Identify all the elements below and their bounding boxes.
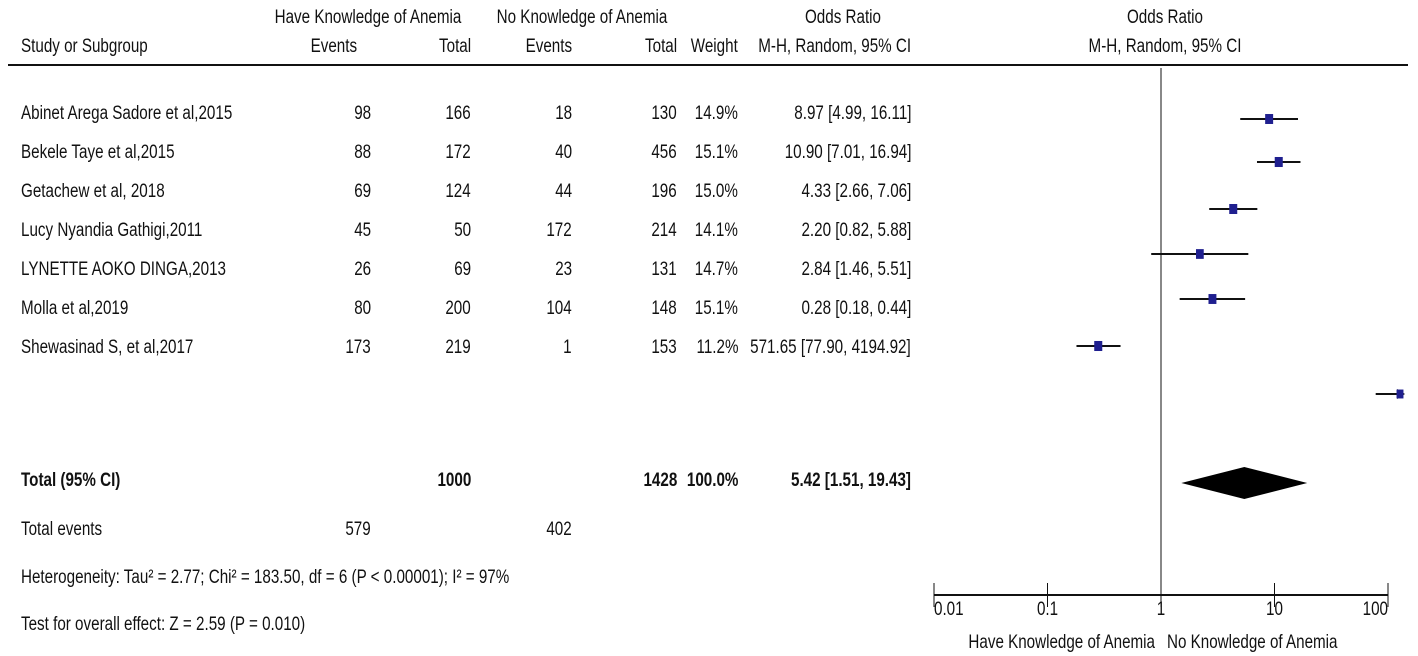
x-tick-label: 0.1 [1037, 597, 1058, 619]
group1-header: Have Knowledge of Anemia [274, 7, 462, 28]
total-group1: 200 [445, 298, 471, 319]
study-name: LYNETTE AOKO DINGA,2013 [21, 259, 226, 280]
point-estimate [1274, 156, 1283, 168]
odds-ratio-header: Odds Ratio [804, 7, 882, 28]
study-weight: 15.1% [694, 298, 738, 319]
events-group1: 98 [354, 103, 371, 124]
plot-title: Odds Ratio [1126, 7, 1204, 28]
total-group2: 130 [651, 103, 677, 124]
x-tick-label: 1 [1157, 597, 1165, 619]
study-ci: 571.65 [77.90, 4194.92] [750, 337, 911, 358]
col-weight-header: Weight [690, 36, 738, 57]
total-events-label: Total events [21, 519, 103, 540]
events-group1: 69 [354, 181, 371, 202]
col-events2-header: Events [525, 36, 572, 57]
study-weight: 14.1% [694, 220, 738, 241]
overall-effect-text: Test for overall effect: Z = 2.59 (P = 0… [21, 614, 306, 635]
total-group1: 172 [445, 142, 471, 163]
favours-left-label: Have Knowledge of Anemia [968, 630, 1155, 652]
events-group2: 104 [546, 298, 572, 319]
total-group2: 153 [651, 337, 677, 358]
total-events-group2: 402 [546, 519, 572, 540]
study-ci: 2.20 [0.82, 5.88] [801, 220, 911, 241]
events-group1: 88 [354, 142, 371, 163]
point-estimate [1396, 389, 1404, 399]
total-weight: 100.0% [686, 470, 738, 491]
events-group1: 45 [354, 220, 371, 241]
study-weight: 15.0% [694, 181, 738, 202]
favours-right-label: No Knowledge of Anemia [1167, 630, 1338, 652]
plot-subtitle: M-H, Random, 95% CI [1088, 36, 1242, 57]
study-name: Abinet Arega Sadore et al,2015 [21, 103, 233, 124]
col-study-header: Study or Subgroup [21, 36, 148, 57]
study-name: Molla et al,2019 [21, 298, 129, 319]
events-group2: 23 [555, 259, 572, 280]
events-group1: 80 [354, 298, 371, 319]
total-ci: 5.42 [1.51, 19.43] [791, 470, 911, 491]
events-group2: 40 [555, 142, 572, 163]
group2-header: No Knowledge of Anemia [496, 7, 668, 28]
events-group2: 1 [563, 337, 572, 358]
study-ci: 10.90 [7.01, 16.94] [784, 142, 911, 163]
total-group1: 219 [445, 337, 471, 358]
study-ci: 4.33 [2.66, 7.06] [801, 181, 911, 202]
events-group1: 26 [354, 259, 371, 280]
study-weight: 14.9% [694, 103, 738, 124]
study-ci: 0.28 [0.18, 0.44] [801, 298, 911, 319]
col-events1-header: Events [310, 36, 357, 57]
events-group2: 44 [555, 181, 572, 202]
total-group2: 131 [651, 259, 677, 280]
study-name: Lucy Nyandia Gathigi,2011 [21, 220, 203, 241]
total-group2: 196 [651, 181, 677, 202]
total-group2: 148 [651, 298, 677, 319]
total-group1: 166 [445, 103, 471, 124]
pooled-diamond [1181, 467, 1308, 499]
study-name: Shewasinad S, et al,2017 [21, 337, 194, 358]
study-ci: 8.97 [4.99, 16.11] [793, 103, 911, 124]
events-group2: 172 [546, 220, 572, 241]
total-label: Total (95% CI) [21, 470, 121, 491]
total-events-group1: 579 [345, 519, 371, 540]
point-estimate [1195, 249, 1204, 259]
col-total1-header: Total [438, 36, 471, 57]
point-estimate [1265, 114, 1274, 124]
events-group1: 173 [345, 337, 371, 358]
total-group1: 1000 [437, 470, 471, 491]
study-ci: 2.84 [1.46, 5.51] [801, 259, 911, 280]
x-tick-label: 10 [1266, 597, 1283, 619]
header-rule [8, 64, 1408, 66]
point-estimate [1229, 204, 1238, 214]
total-group2: 214 [651, 220, 677, 241]
total-group1: 124 [445, 181, 471, 202]
study-weight: 14.7% [694, 259, 738, 280]
total-group1: 69 [454, 259, 471, 280]
total-group1: 50 [454, 220, 471, 241]
x-tick-label: 0.01 [934, 597, 964, 619]
total-group2: 456 [651, 142, 677, 163]
point-estimate [1208, 294, 1217, 304]
events-group2: 18 [555, 103, 572, 124]
heterogeneity-text: Heterogeneity: Tau² = 2.77; Chi² = 183.5… [21, 567, 510, 588]
forest-plot: 0.01 0.1 1 10 100 Have Knowledge of Anemia No … [933, 68, 1405, 652]
total-group2: 1428 [643, 470, 677, 491]
col-ci-header: M-H, Random, 95% CI [758, 36, 911, 57]
study-weight: 11.2% [696, 337, 738, 358]
study-weight: 15.1% [694, 142, 738, 163]
x-tick-label: 100 [1363, 597, 1388, 619]
col-total2-header: Total [644, 36, 677, 57]
study-name: Getachew et al, 2018 [21, 181, 165, 202]
study-name: Bekele Taye et al,2015 [21, 142, 175, 163]
point-estimate [1094, 340, 1103, 352]
